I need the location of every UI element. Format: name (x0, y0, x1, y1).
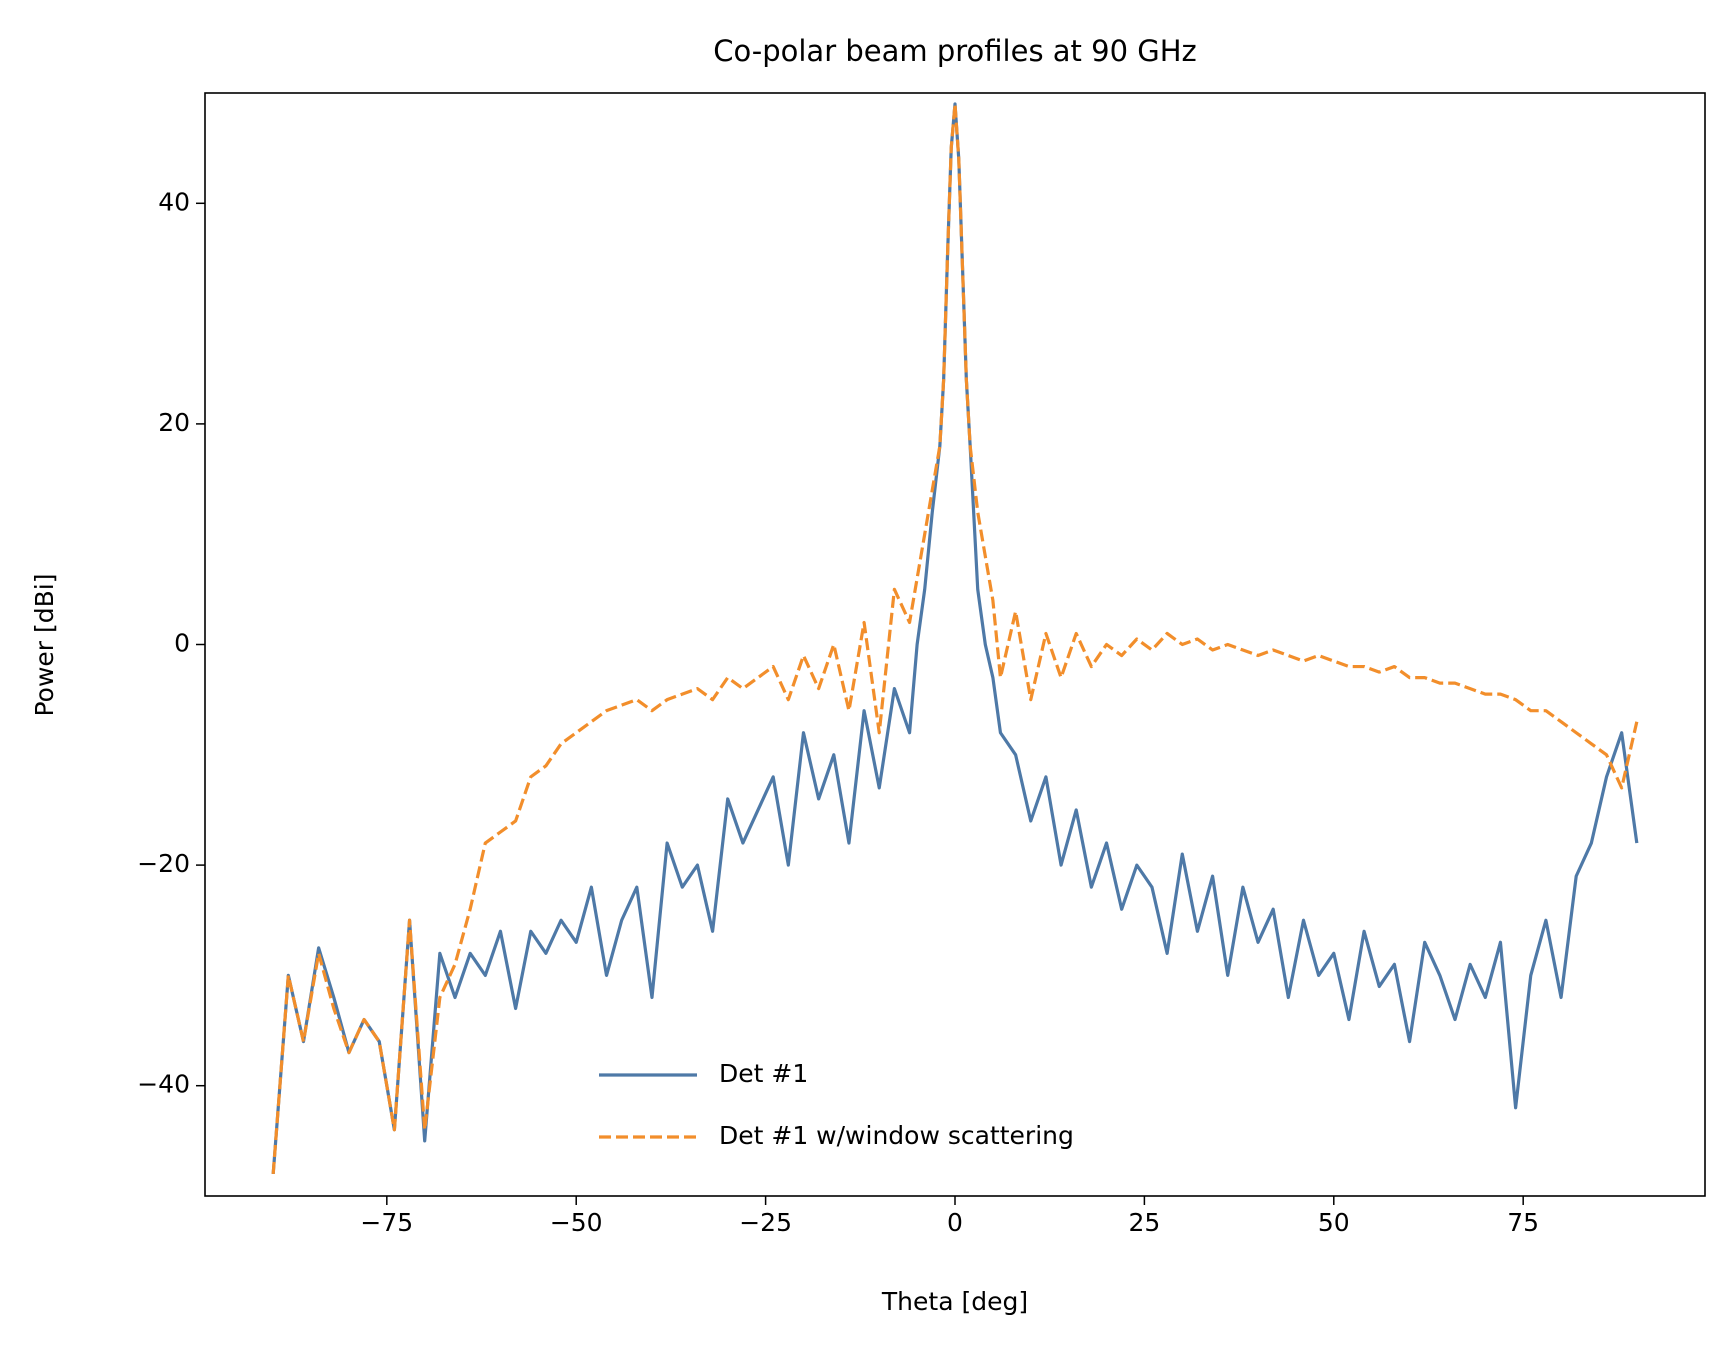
legend-label: Det #1 w/window scattering (719, 1121, 1074, 1150)
series-line (271, 102, 1639, 1175)
series-line (271, 102, 1639, 1175)
y-axis-label: Power [dBi] (30, 573, 59, 716)
x-tick-label: −75 (360, 1208, 413, 1237)
x-tick-label: −25 (739, 1208, 792, 1237)
x-tick-label: 25 (1128, 1208, 1160, 1237)
y-tick-label: −20 (137, 849, 190, 878)
plot-frame (204, 92, 1706, 1197)
x-tick-label: −50 (550, 1208, 603, 1237)
x-tick-label: 50 (1318, 1208, 1350, 1237)
y-tick-label: 0 (174, 629, 190, 658)
y-tick-label: 40 (158, 187, 190, 216)
chart-title: Co-polar beam profiles at 90 GHz (713, 34, 1197, 68)
x-tick-label: 75 (1507, 1208, 1539, 1237)
x-axis-label: Theta [deg] (881, 1287, 1028, 1316)
legend-label: Det #1 (719, 1059, 808, 1088)
y-tick-label: 20 (158, 408, 190, 437)
x-tick-label: 0 (947, 1208, 963, 1237)
y-tick-label: −40 (137, 1070, 190, 1099)
